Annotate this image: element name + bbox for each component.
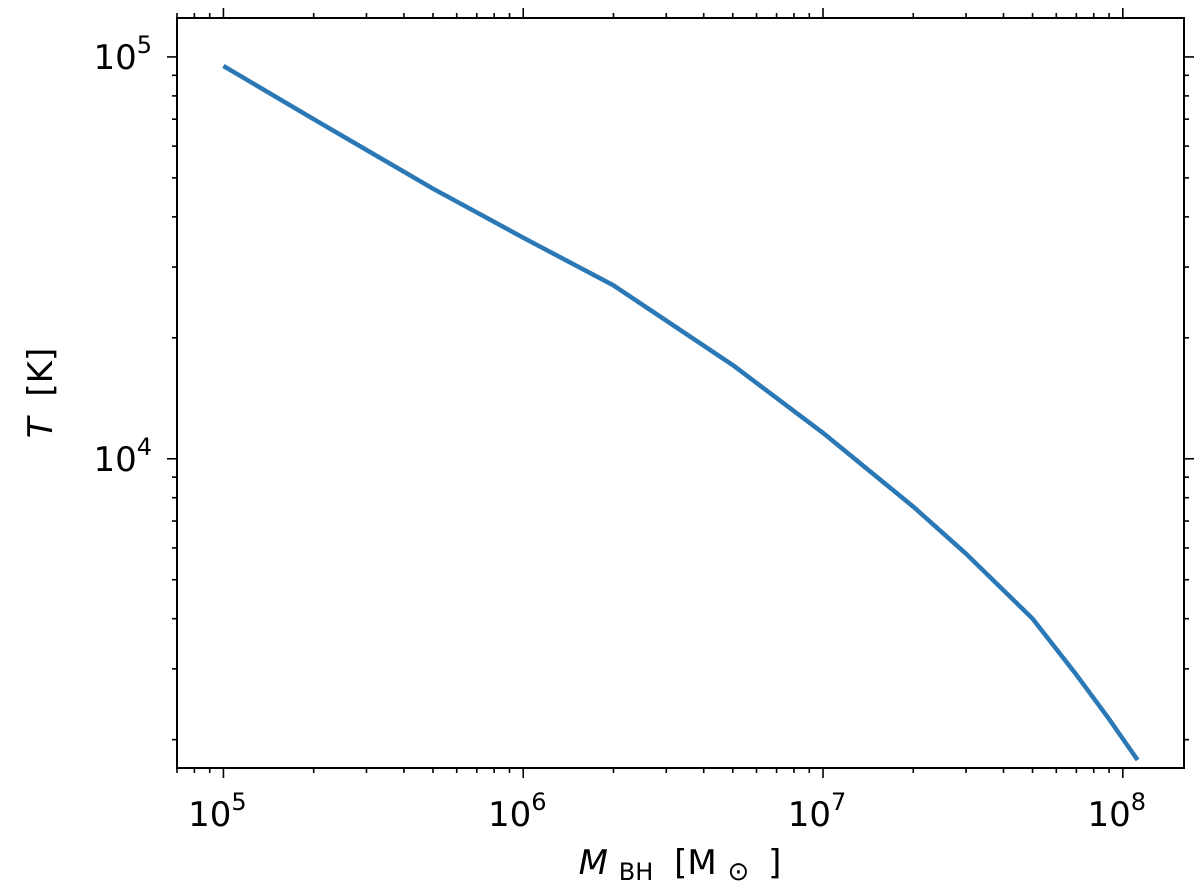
x-axis-subscript: BH	[619, 858, 654, 886]
plot-frame	[176, 17, 1185, 769]
y-axis-variable: T	[21, 415, 61, 438]
series-layer	[222, 63, 1140, 762]
x-tick-label: 107	[788, 788, 847, 835]
x-tick-label: 108	[1088, 788, 1147, 835]
y-axis-label: T [K]	[21, 348, 61, 438]
ticks-layer: 105 106 107 108 104 105	[93, 8, 1194, 835]
x-axis-variable: M	[579, 843, 608, 883]
y-tick-label: 104	[93, 433, 152, 480]
x-tick-label: 106	[488, 788, 547, 835]
y-axis-unit: [K]	[21, 348, 61, 397]
x-axis-unit-close: ]	[768, 843, 781, 883]
x-axis-unit: [M	[674, 843, 717, 883]
x-tick-label: 105	[188, 788, 247, 835]
y-tick-label: 105	[93, 31, 152, 78]
series-line	[222, 63, 1140, 762]
x-axis-label: M BH [M ⊙ ]	[579, 843, 782, 889]
sun-symbol: ⊙	[728, 857, 750, 887]
